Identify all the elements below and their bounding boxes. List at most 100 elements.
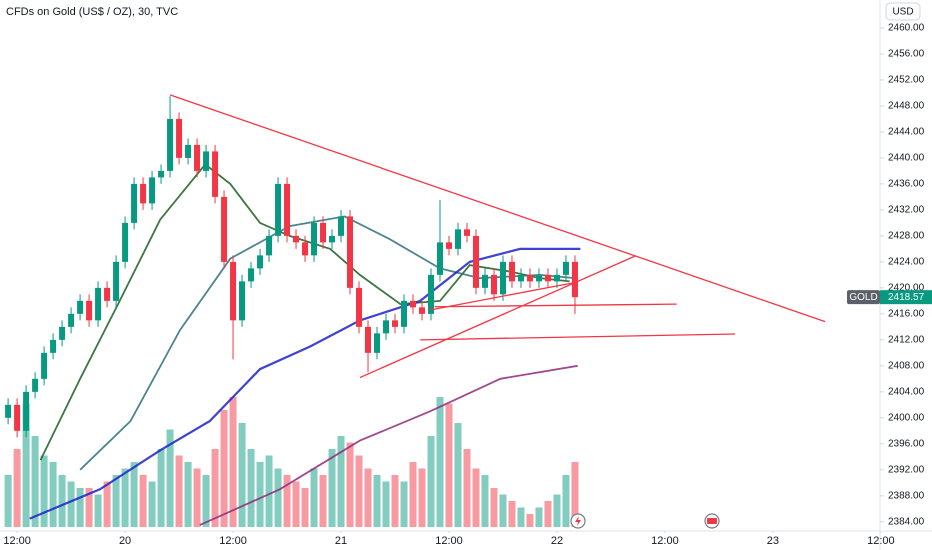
candle-body <box>499 261 506 295</box>
volume-bar <box>112 475 120 527</box>
candle-body <box>347 216 354 288</box>
y-tick-label: 2392.00 <box>888 464 925 475</box>
candle-body <box>437 242 443 275</box>
volume-bar <box>31 436 39 527</box>
candle-body <box>131 183 138 223</box>
candle-body <box>149 177 156 204</box>
volume-bar <box>274 468 282 527</box>
candle-body <box>203 151 210 171</box>
volume-bar <box>310 468 318 527</box>
candle-body <box>275 183 282 236</box>
currency-label[interactable]: USD <box>892 7 913 18</box>
volume-bar <box>22 403 30 527</box>
y-tick-label: 2460.00 <box>888 23 925 34</box>
price-tag <box>880 290 932 305</box>
candle-body <box>221 196 228 262</box>
y-tick-label: 2448.00 <box>888 101 925 112</box>
candle-body <box>248 268 255 282</box>
volume-bar <box>175 455 183 527</box>
y-tick-label: 2444.00 <box>888 127 925 138</box>
x-tick-label: 21 <box>335 535 347 547</box>
volume-bar <box>391 475 399 527</box>
candle-body <box>140 183 147 204</box>
volume-bar <box>157 449 165 527</box>
candle-body <box>535 274 542 282</box>
candle-body <box>463 229 470 236</box>
volume-bar <box>76 488 84 527</box>
volume-bar <box>499 494 507 527</box>
y-tick-label: 2424.00 <box>888 257 925 268</box>
y-tick-label: 2440.00 <box>888 153 925 164</box>
candle-body <box>428 274 435 314</box>
volume-bar <box>472 468 480 527</box>
volume-bar <box>166 429 174 527</box>
candle-body <box>481 274 488 288</box>
y-tick-label: 2452.00 <box>888 75 925 86</box>
candle-body <box>95 287 102 321</box>
currency-button[interactable]: USD <box>885 2 921 21</box>
candle-body <box>365 326 372 353</box>
volume-bar <box>229 397 237 527</box>
y-tick-label: 2388.00 <box>888 490 925 501</box>
candle-body <box>59 326 66 340</box>
volume-bar <box>508 501 516 527</box>
y-tick-label: 2400.00 <box>888 412 925 423</box>
y-tick-label: 2404.00 <box>888 386 925 397</box>
candle-body <box>77 300 84 314</box>
candle-body <box>356 287 363 327</box>
x-tick-label: 12:00 <box>219 535 247 547</box>
volume-bar <box>283 475 291 527</box>
y-tick-label: 2436.00 <box>888 179 925 190</box>
alert-icon[interactable] <box>570 513 586 529</box>
trend-line <box>434 303 677 308</box>
volume-bar <box>67 481 75 527</box>
candle-body <box>167 118 174 171</box>
y-tick-label: 2408.00 <box>888 360 925 371</box>
volume-bar <box>130 462 138 527</box>
trend-line <box>169 94 826 323</box>
candle-body <box>490 274 497 295</box>
volume-bar <box>562 475 570 527</box>
candle-body <box>383 320 390 334</box>
volume-bar <box>400 481 408 527</box>
volume-bar <box>58 475 66 527</box>
candle-body <box>293 235 300 243</box>
volume-bar <box>202 475 210 527</box>
volume-bar <box>238 423 246 527</box>
candle-body <box>176 118 183 158</box>
volume-bar <box>211 449 219 527</box>
volume-bar <box>121 468 129 527</box>
volume-bar <box>184 462 192 527</box>
trend-line <box>429 281 578 311</box>
event-icon[interactable] <box>704 513 720 529</box>
candle-body <box>5 404 12 418</box>
candle-body <box>185 144 192 158</box>
y-tick-label: 2432.00 <box>888 205 925 216</box>
volume-bar <box>193 468 201 527</box>
x-tick-label: 22 <box>551 535 563 547</box>
candle-body <box>86 300 93 321</box>
volume-bar <box>40 455 48 527</box>
volume-bar <box>409 462 417 527</box>
candle-body <box>419 307 426 314</box>
price-tag-label: 2418.57 <box>888 292 925 303</box>
candle-body <box>311 222 318 256</box>
volume-bar <box>526 514 534 527</box>
candle-body <box>472 235 479 288</box>
candle-body <box>284 183 291 236</box>
volume-bar <box>301 488 309 527</box>
candle-body <box>158 170 165 178</box>
volume-bar <box>454 423 462 527</box>
volume-bar <box>427 436 435 527</box>
price-axis-panel <box>880 22 932 532</box>
candle-body <box>194 144 201 171</box>
volume-bar <box>445 403 453 527</box>
moving-average <box>199 364 578 526</box>
x-tick-label: 23 <box>767 535 779 547</box>
x-tick-label: 12:00 <box>867 535 895 547</box>
volume-bar <box>418 468 426 527</box>
x-tick-label: 20 <box>119 535 131 547</box>
candle-body <box>526 274 533 282</box>
x-tick-label: 12:00 <box>651 535 679 547</box>
